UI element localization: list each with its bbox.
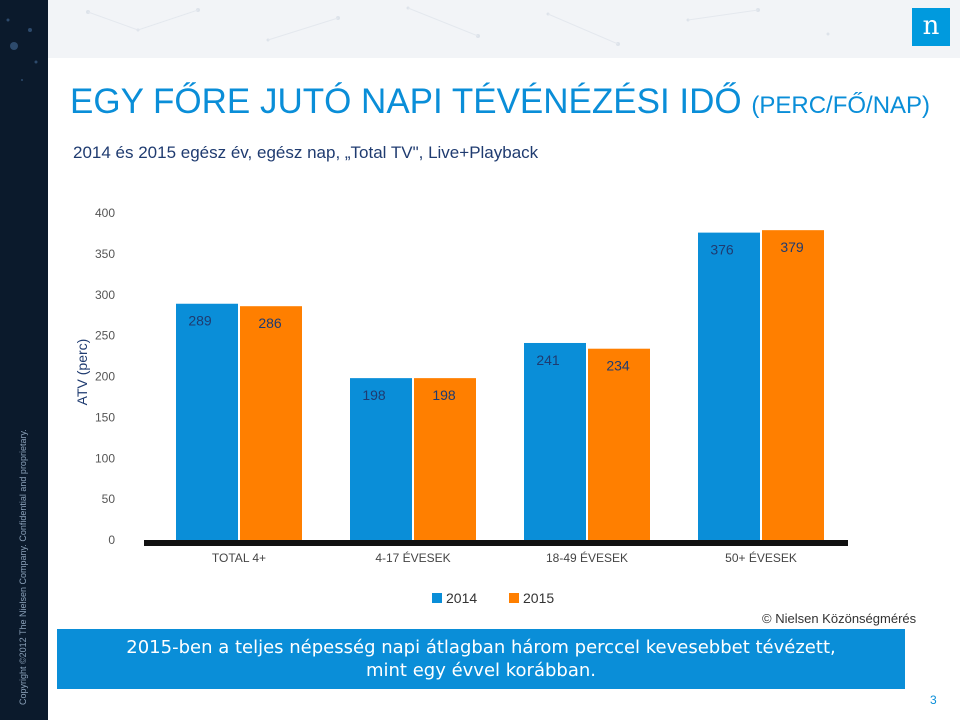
- data-label: 289: [188, 313, 212, 329]
- source-text: Nielsen Közönségmérés: [775, 611, 917, 626]
- sidebar-copyright: Copyright ©2012 The Nielsen Company. Con…: [18, 429, 28, 705]
- x-tick-label: TOTAL 4+: [212, 551, 266, 565]
- bar-2014: [698, 232, 760, 540]
- bar-2014: [524, 342, 586, 540]
- legend-label: 2014: [446, 590, 477, 606]
- source-credit: © Nielsen Közönségmérés: [762, 611, 916, 626]
- data-label: 241: [536, 352, 560, 368]
- x-tick-label: 4-17 ÉVESEK: [375, 550, 450, 565]
- copyright-symbol: ©: [762, 611, 772, 626]
- legend-label: 2015: [523, 590, 554, 606]
- x-tick-label: 18-49 ÉVESEK: [546, 550, 628, 565]
- page-subtitle: 2014 és 2015 egész év, egész nap, „Total…: [73, 143, 539, 162]
- dot-pattern-decoration: [6, 18, 38, 81]
- banner-line-2: mint egy évvel korábban.: [365, 660, 596, 681]
- y-tick-label: 250: [95, 329, 115, 343]
- bar-2015: [414, 378, 476, 540]
- title-main: EGY FŐRE JUTÓ NAPI TÉVÉNÉZÉSI IDŐ: [70, 82, 742, 121]
- banner-line-1: 2015-ben a teljes népesség napi átlagban…: [126, 637, 836, 658]
- data-label: 376: [710, 242, 734, 258]
- y-tick-label: 150: [95, 410, 115, 424]
- bar-2014: [350, 378, 412, 540]
- bar-2015: [762, 230, 824, 541]
- page-number: 3: [930, 693, 937, 707]
- legend-swatch-2014: [432, 593, 442, 603]
- top-banner: n: [48, 0, 960, 58]
- y-tick-label: 100: [95, 451, 115, 465]
- bar-2014: [176, 303, 238, 540]
- y-tick-label: 200: [95, 370, 115, 384]
- sidebar: Copyright ©2012 The Nielsen Company. Con…: [0, 0, 48, 720]
- legend-swatch-2015: [509, 593, 519, 603]
- y-axis-label: ATV (perc): [74, 339, 90, 406]
- data-label: 198: [432, 387, 456, 403]
- data-label: 379: [780, 239, 804, 255]
- x-tick-label: 50+ ÉVESEK: [725, 550, 797, 565]
- title-suffix: (PERC/FŐ/NAP): [751, 92, 931, 119]
- y-tick-label: 0: [108, 533, 115, 547]
- network-dots-decoration: [86, 6, 830, 46]
- summary-banner: 2015-ben a teljes népesség napi átlagban…: [57, 629, 905, 689]
- y-tick-label: 50: [102, 492, 116, 506]
- bar-chart: 0 50 100 150 200 250 300 350 400 ATV (perc) 289 286…: [74, 206, 848, 606]
- data-label: 286: [258, 315, 282, 331]
- y-tick-label: 350: [95, 247, 115, 261]
- y-tick-label: 400: [95, 206, 115, 220]
- data-label: 198: [362, 387, 386, 403]
- y-tick-label: 300: [95, 288, 115, 302]
- nielsen-logo: n: [912, 8, 950, 46]
- data-label: 234: [606, 358, 630, 374]
- x-axis-line: [144, 540, 848, 546]
- page-title: EGY FŐRE JUTÓ NAPI TÉVÉNÉZÉSI IDŐ (PERC/…: [70, 82, 930, 122]
- bar-2015: [588, 348, 650, 540]
- bar-2015: [240, 306, 302, 540]
